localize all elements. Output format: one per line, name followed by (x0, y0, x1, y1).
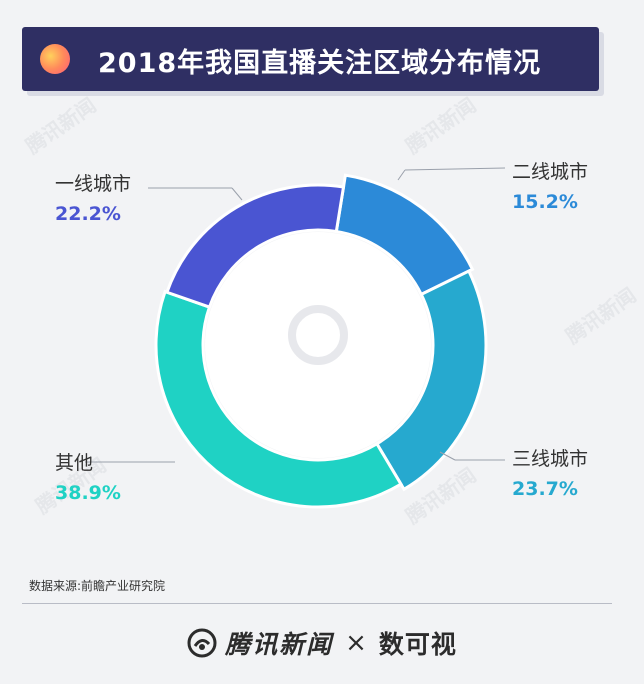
title-dot-icon (40, 44, 70, 74)
leader-line (231, 187, 243, 201)
donut-slice-1 (374, 269, 488, 492)
value-label: 38.9% (55, 482, 121, 504)
center-watermark-icon (288, 305, 348, 365)
donut-slice-2 (154, 289, 403, 509)
value-label: 15.2% (512, 191, 578, 213)
leader-line (404, 167, 506, 171)
footer: 腾讯新闻 × 数可视 (0, 618, 644, 668)
divider (22, 603, 612, 604)
leader-line (439, 451, 456, 461)
category-label: 其他 (55, 452, 93, 474)
partner-name: 数可视 (378, 630, 457, 659)
category-label: 一线城市 (55, 173, 131, 195)
value-label: 23.7% (512, 478, 578, 500)
donut-hole (205, 232, 431, 458)
donut-slice-3 (165, 183, 346, 310)
category-label: 三线城市 (512, 448, 588, 470)
chart-title: 2018年我国直播关注区域分布情况 (98, 48, 542, 79)
times-sign: × (345, 628, 367, 658)
tencent-news-logo-icon (187, 628, 217, 658)
donut-slice-0 (334, 173, 475, 297)
value-label: 22.2% (55, 203, 121, 225)
category-label: 二线城市 (512, 161, 588, 183)
title-bar: 2018年我国直播关注区域分布情况 (22, 27, 599, 91)
leader-line (397, 169, 406, 181)
brand-name: 腾讯新闻 (225, 630, 334, 659)
source-note: 数据来源:前瞻产业研究院 (29, 579, 166, 593)
